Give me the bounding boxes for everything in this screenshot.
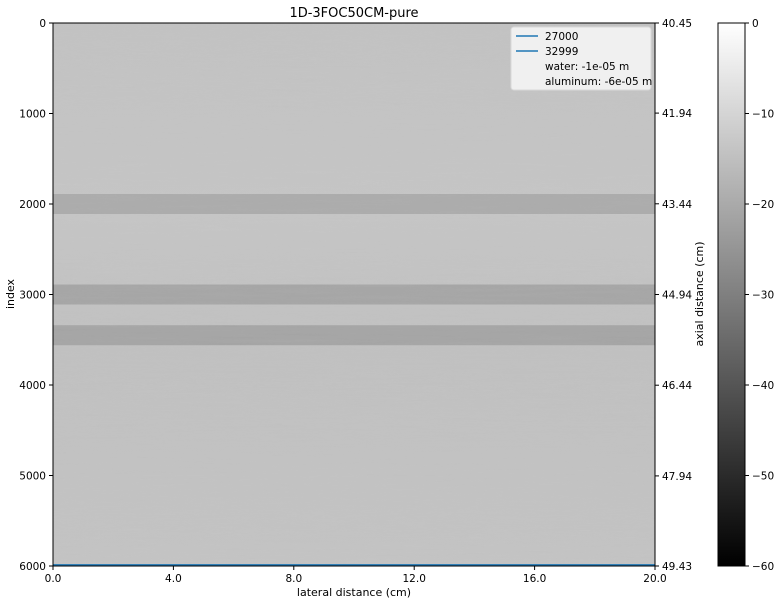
y-right-tick-label: 41.94 [662,108,692,120]
y-right-tick-label: 43.44 [662,199,692,211]
legend-label-aluminum: aluminum: -6e-05 m [545,76,652,88]
y-tick-label: 1000 [19,109,46,121]
colorbar [717,22,746,567]
x-axis: 0.0 4.0 8.0 12.0 16.0 20.0 [45,566,667,585]
x-axis-label: lateral distance (cm) [297,586,411,599]
x-tick-label: 0.0 [45,573,62,585]
x-tick-label: 12.0 [403,573,426,585]
colorbar-axis: 0 −10 −20 −30 −40 −50 −60 [745,18,774,573]
x-tick-label: 8.0 [285,573,302,585]
y-axis-label: index [4,278,17,309]
y-right-tick-label: 40.45 [662,18,692,30]
y-tick-label: 2000 [19,199,46,211]
colorbar-tick-label: 0 [752,18,759,30]
legend-label-27000: 27000 [545,31,578,43]
heatmap-image [53,23,655,566]
colorbar-tick-label: −60 [752,561,774,573]
colorbar-tick-label: −30 [752,290,774,302]
x-tick-label: 16.0 [523,573,546,585]
colorbar-tick-label: −10 [752,109,774,121]
y-right-tick-label: 46.44 [662,380,692,392]
y-tick-label: 0 [39,18,46,30]
legend-label-32999: 32999 [545,46,578,58]
y-axis-right-label: axial distance (cm) [693,241,706,346]
x-tick-label: 4.0 [165,573,182,585]
colorbar-tick-label: −50 [752,471,774,483]
legend-box [510,26,652,91]
x-tick-label: 20.0 [643,573,666,585]
colorbar-tick-label: −20 [752,199,774,211]
y-tick-label: 4000 [19,380,46,392]
legend-label-water: water: -1e-05 m [545,61,629,73]
legend: 27000 32999 water: -1e-05 m aluminum: -6… [510,26,652,91]
heatmap-texture [53,23,655,566]
y-right-tick-label: 47.94 [662,471,692,483]
y-tick-label: 5000 [19,471,46,483]
y-axis-left: 0 1000 2000 3000 4000 5000 6000 [19,18,53,573]
chart-title: 1D-3FOC50CM-pure [289,6,418,21]
y-right-tick-label: 49.43 [662,561,692,573]
y-axis-right: 40.45 41.94 43.44 44.94 46.44 47.94 49.43 [655,18,692,573]
colorbar-tick-label: −40 [752,380,774,392]
y-tick-label: 3000 [19,290,46,302]
y-tick-label: 6000 [19,561,46,573]
y-right-tick-label: 44.94 [662,290,692,302]
